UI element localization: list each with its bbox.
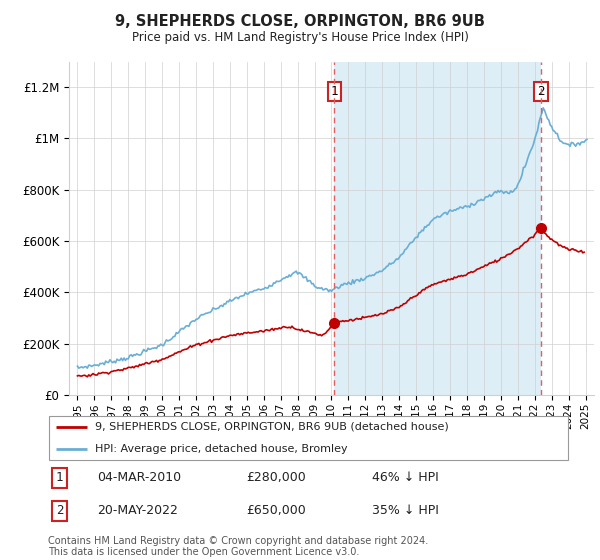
Text: 2: 2	[56, 504, 64, 517]
Text: 1: 1	[56, 471, 64, 484]
Text: £280,000: £280,000	[247, 471, 306, 484]
Text: Contains HM Land Registry data © Crown copyright and database right 2024.
This d: Contains HM Land Registry data © Crown c…	[48, 535, 428, 557]
Text: 04-MAR-2010: 04-MAR-2010	[98, 471, 182, 484]
Text: 20-MAY-2022: 20-MAY-2022	[98, 504, 178, 517]
FancyBboxPatch shape	[49, 416, 568, 460]
Text: 46% ↓ HPI: 46% ↓ HPI	[371, 471, 439, 484]
Bar	[334, 62, 541, 395]
Text: 9, SHEPHERDS CLOSE, ORPINGTON, BR6 9UB (detached house): 9, SHEPHERDS CLOSE, ORPINGTON, BR6 9UB (…	[95, 422, 449, 432]
Text: 35% ↓ HPI: 35% ↓ HPI	[371, 504, 439, 517]
Text: Price paid vs. HM Land Registry's House Price Index (HPI): Price paid vs. HM Land Registry's House …	[131, 31, 469, 44]
Text: 1: 1	[331, 85, 338, 98]
Text: 9, SHEPHERDS CLOSE, ORPINGTON, BR6 9UB: 9, SHEPHERDS CLOSE, ORPINGTON, BR6 9UB	[115, 14, 485, 29]
Text: £650,000: £650,000	[247, 504, 306, 517]
Text: HPI: Average price, detached house, Bromley: HPI: Average price, detached house, Brom…	[95, 444, 347, 454]
Text: 2: 2	[538, 85, 545, 98]
